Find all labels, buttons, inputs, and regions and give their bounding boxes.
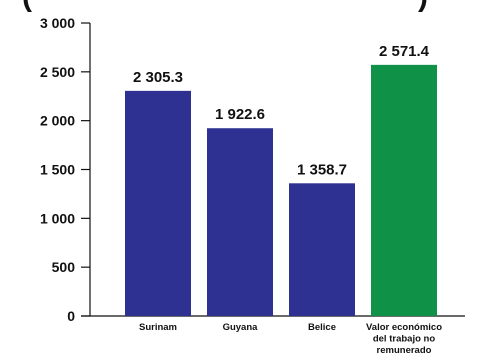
y-tick-label: 3 000 [40,15,75,31]
bar [125,90,191,316]
x-category-label: Belice [308,322,336,333]
bar-value-label: 1 922.6 [215,106,265,123]
y-tick-label: 500 [52,259,76,275]
x-category-label: Guyana [223,322,259,333]
bar [371,64,437,317]
y-tick-label: 1 000 [40,210,75,226]
y-tick-label: 2 000 [40,113,75,129]
y-tick-label: 2 500 [40,64,75,80]
chart-title-fragment-left: ( [22,0,32,13]
bar-value-label: 2 305.3 [133,69,183,86]
y-tick-label: 0 [67,308,75,324]
labels: 0 500 1 000 1 500 2 000 2 500 3 000 2 305.3 Suri… [40,15,442,356]
bar [289,183,355,316]
y-tick-label: 1 500 [40,162,75,178]
chart-title-fragment-right: ) [418,0,428,13]
bars [125,64,437,317]
x-category-label: remunerado [377,345,432,356]
x-category-label: Valor económico [366,322,442,333]
x-category-label: Surinam [139,322,177,333]
bar-value-label: 2 571.4 [379,43,430,60]
x-category-label: del trabajo no [373,334,435,345]
bar-value-label: 1 358.7 [297,161,347,178]
bar [207,128,273,316]
